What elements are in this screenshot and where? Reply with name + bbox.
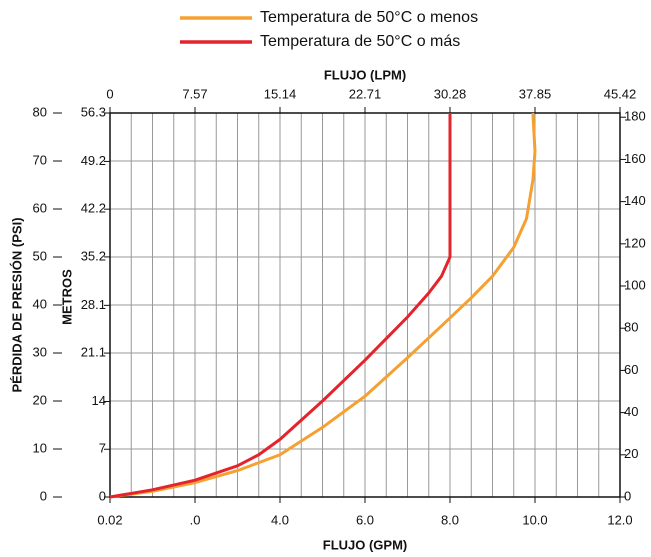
y-axis-label: PÉRDIDA DE PRESIÓN (PSI) <box>9 217 24 392</box>
y2-tick-label: 40 <box>624 404 638 419</box>
x-tick-label: .0 <box>190 512 201 527</box>
y2-tick-label: 80 <box>624 320 638 335</box>
legend-label: Temperatura de 50°C o más <box>260 33 460 50</box>
plot-frame <box>109 112 621 498</box>
y-tick-label: 30 <box>33 344 47 359</box>
x2-tick-label: 37.85 <box>519 86 552 101</box>
y3-tick-label: 35.2 <box>81 248 106 263</box>
x-tick-label: 6.0 <box>356 512 374 527</box>
y3-tick-label: 56.3 <box>81 104 106 119</box>
y2-tick-label: 140 <box>624 193 646 208</box>
series-line <box>109 113 452 499</box>
x2-tick-label: 30.28 <box>434 86 467 101</box>
y-tick-label: 60 <box>33 200 47 215</box>
y3-tick-label: 0 <box>99 488 106 503</box>
x2-tick-label: 45.42 <box>604 86 637 101</box>
legend-label: Temperatura de 50°C o menos <box>260 9 478 26</box>
x-tick-label: 10.0 <box>522 512 547 527</box>
y-tick-label: 20 <box>33 392 47 407</box>
y-tick-label: 70 <box>33 152 47 167</box>
y2-tick-label: 0 <box>624 488 631 503</box>
x-tick-label: 12.0 <box>607 512 632 527</box>
y-tick-label: 80 <box>33 104 47 119</box>
y3-tick-label: 28.1 <box>81 297 106 312</box>
y3-tick-label: 21.1 <box>81 345 106 360</box>
y3-tick-label: 42.2 <box>81 201 106 216</box>
y2-tick-label: 100 <box>624 277 646 292</box>
y3-tick-label: 14 <box>92 393 106 408</box>
x-tick-label: 0.02 <box>97 512 122 527</box>
y2-tick-label: 20 <box>624 446 638 461</box>
y-tick-label: 0 <box>40 488 47 503</box>
y2-tick-label: 60 <box>624 362 638 377</box>
x-axis-label: FLUJO (GPM) <box>323 537 408 552</box>
y3-tick-label: 7 <box>99 441 106 456</box>
y3-axis-label: METROS <box>59 269 74 325</box>
y3-tick-label: 49.2 <box>81 153 106 168</box>
series-line <box>109 112 537 499</box>
x2-tick-label: 15.14 <box>264 86 297 101</box>
y-tick-label: 40 <box>33 296 47 311</box>
y2-tick-label: 160 <box>624 151 646 166</box>
x2-tick-label: 22.71 <box>349 86 382 101</box>
y2-tick-label: 180 <box>624 109 646 124</box>
x2-axis-label: FLUJO (LPM) <box>324 67 406 82</box>
x2-tick-label: 7.57 <box>182 86 207 101</box>
y-tick-label: 10 <box>33 440 47 455</box>
x-tick-label: 8.0 <box>441 512 459 527</box>
y-tick-label: 50 <box>33 248 47 263</box>
x-tick-label: 4.0 <box>271 512 289 527</box>
x2-tick-label: 0 <box>106 86 113 101</box>
y2-tick-label: 120 <box>624 235 646 250</box>
